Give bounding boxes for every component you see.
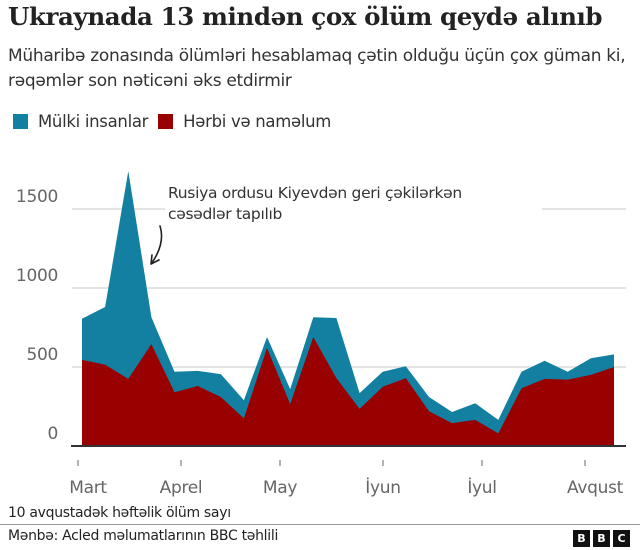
x-tick-label: Aprel xyxy=(159,478,203,498)
bbc-logo-letter: B xyxy=(573,530,590,547)
y-tick-label: 1500 xyxy=(15,187,58,207)
legend-item-civilians: Mülki insanlar xyxy=(13,112,148,131)
annotation-line-1: Rusiya ordusu Kiyevdən geri çəkilərkən xyxy=(168,184,462,202)
y-tick-label: 500 xyxy=(26,345,58,365)
x-tick-label: Mart xyxy=(69,478,107,498)
area-military xyxy=(82,337,614,446)
legend: Mülki insanlar Hərbi və naməlum xyxy=(13,112,341,131)
chart-note: 10 avqustadək həftəlik ölüm sayı xyxy=(8,505,231,521)
legend-label-civilians: Mülki insanlar xyxy=(38,112,149,131)
bbc-logo-letter: C xyxy=(613,530,630,547)
annotation-arrow-icon xyxy=(150,225,163,265)
legend-swatch-military xyxy=(158,114,174,129)
x-tick-label: May xyxy=(262,478,298,498)
chart-title: Ukraynada 13 mindən çox ölüm qeydə alını… xyxy=(8,2,603,31)
bbc-logo: B B C xyxy=(573,530,630,547)
source-text: Mənbə: Acled məlumatlarının BBC təhlili xyxy=(8,528,279,544)
y-tick-label: 0 xyxy=(47,424,58,444)
footer-divider xyxy=(0,524,640,525)
annotation-line-2: cəsədlər tapılıb xyxy=(168,205,283,223)
legend-label-military: Hərbi və naməlum xyxy=(183,112,332,131)
area-civilians xyxy=(82,171,614,446)
legend-item-military: Hərbi və naməlum xyxy=(158,112,331,131)
legend-swatch-civilians xyxy=(13,114,28,129)
y-tick-label: 1000 xyxy=(15,266,58,286)
x-tick-label: İyun xyxy=(365,478,401,498)
annotation: Rusiya ordusu Kiyevdən geri çəkilərkən c… xyxy=(168,183,462,225)
chart-subtitle: Müharibə zonasında ölümləri hesablamaq ç… xyxy=(8,46,626,91)
bbc-logo-letter: B xyxy=(593,530,610,547)
x-ticks xyxy=(77,460,586,466)
x-tick-label: Avqust xyxy=(567,478,623,498)
x-tick-label: İyul xyxy=(467,478,497,498)
